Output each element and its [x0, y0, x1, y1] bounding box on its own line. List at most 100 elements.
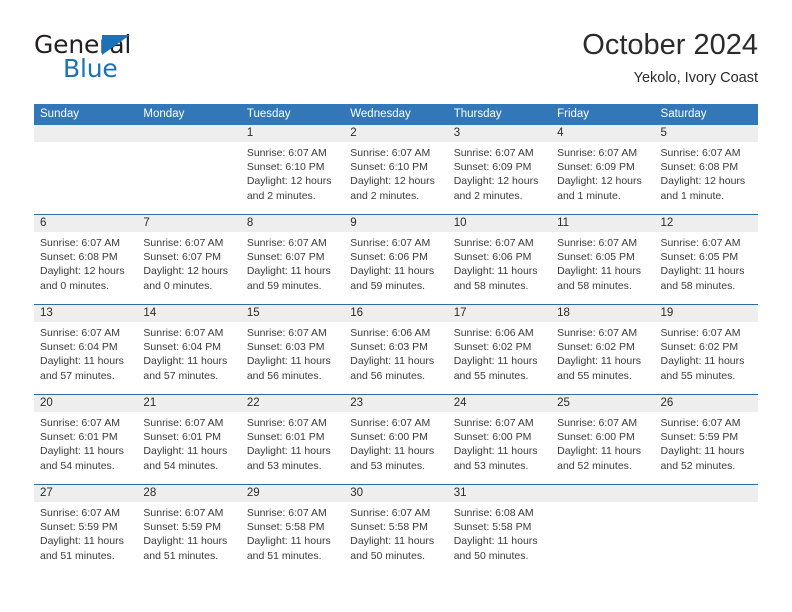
day-number: 4: [551, 125, 655, 142]
daylight-text: Daylight: 11 hours and 58 minutes.: [557, 265, 641, 292]
sunset-text: Sunset: 6:02 PM: [557, 341, 635, 354]
day-cell[interactable]: 29 Sunrise: 6:07 AM Sunset: 5:58 PM Dayl…: [240, 485, 345, 574]
day-number: 31: [447, 485, 552, 502]
sunrise-text: Sunrise: 6:07 AM: [350, 507, 431, 519]
sunrise-text: Sunrise: 6:07 AM: [40, 417, 120, 429]
day-cell[interactable]: 27 Sunrise: 6:07 AM Sunset: 5:59 PM Dayl…: [34, 485, 138, 574]
day-number: 8: [240, 215, 345, 232]
sunrise-text: Sunrise: 6:07 AM: [660, 147, 741, 159]
logo-text-blue: Blue: [63, 54, 118, 83]
day-cell[interactable]: 24 Sunrise: 6:07 AM Sunset: 6:00 PM Dayl…: [447, 395, 552, 484]
day-cell[interactable]: 10 Sunrise: 6:07 AM Sunset: 6:06 PM Dayl…: [447, 215, 552, 304]
weekday-header-tuesday: Tuesday: [246, 108, 291, 120]
weekday-header-saturday: Saturday: [660, 108, 707, 120]
day-cell[interactable]: 16 Sunrise: 6:06 AM Sunset: 6:03 PM Dayl…: [344, 305, 448, 394]
day-cell[interactable]: 22 Sunrise: 6:07 AM Sunset: 6:01 PM Dayl…: [240, 395, 345, 484]
weekday-header-monday: Monday: [143, 108, 185, 120]
day-cell[interactable]: 26 Sunrise: 6:07 AM Sunset: 5:59 PM Dayl…: [654, 395, 758, 484]
day-cell[interactable]: 18 Sunrise: 6:07 AM Sunset: 6:02 PM Dayl…: [551, 305, 655, 394]
day-cell[interactable]: 31 Sunrise: 6:08 AM Sunset: 5:58 PM Dayl…: [447, 485, 552, 574]
day-number: 27: [34, 485, 138, 502]
daylight-text: Daylight: 11 hours and 50 minutes.: [350, 535, 435, 562]
day-details: Sunrise: 6:07 AM Sunset: 6:06 PM Dayligh…: [344, 232, 447, 293]
sunrise-text: Sunrise: 6:07 AM: [350, 237, 431, 249]
day-cell[interactable]: 13 Sunrise: 6:07 AM Sunset: 6:04 PM Dayl…: [34, 305, 138, 394]
day-details: Sunrise: 6:07 AM Sunset: 6:06 PM Dayligh…: [448, 232, 551, 293]
day-cell[interactable]: 11 Sunrise: 6:07 AM Sunset: 6:05 PM Dayl…: [551, 215, 655, 304]
day-cell[interactable]: [137, 125, 241, 214]
day-number: 30: [344, 485, 448, 502]
day-cell[interactable]: 7 Sunrise: 6:07 AM Sunset: 6:07 PM Dayli…: [137, 215, 241, 304]
day-cell[interactable]: 9 Sunrise: 6:07 AM Sunset: 6:06 PM Dayli…: [344, 215, 448, 304]
day-cell[interactable]: 21 Sunrise: 6:07 AM Sunset: 6:01 PM Dayl…: [137, 395, 241, 484]
day-details: Sunrise: 6:07 AM Sunset: 6:02 PM Dayligh…: [655, 322, 758, 383]
day-details: Sunrise: 6:07 AM Sunset: 6:03 PM Dayligh…: [241, 322, 344, 383]
day-cell[interactable]: 5 Sunrise: 6:07 AM Sunset: 6:08 PM Dayli…: [654, 125, 758, 214]
daylight-text: Daylight: 12 hours and 2 minutes.: [453, 175, 539, 202]
calendar-grid: Sunday Monday Tuesday Wednesday Thursday…: [34, 104, 758, 574]
sunrise-text: Sunrise: 6:07 AM: [40, 327, 120, 339]
day-cell[interactable]: 30 Sunrise: 6:07 AM Sunset: 5:58 PM Dayl…: [344, 485, 448, 574]
day-cell[interactable]: 19 Sunrise: 6:07 AM Sunset: 6:02 PM Dayl…: [654, 305, 758, 394]
day-number: 16: [344, 305, 448, 322]
day-number: 25: [551, 395, 655, 412]
sunset-text: Sunset: 6:09 PM: [453, 161, 532, 174]
sunset-text: Sunset: 6:10 PM: [350, 161, 428, 174]
day-number: [551, 485, 655, 502]
day-cell[interactable]: [551, 485, 655, 574]
day-cell[interactable]: 23 Sunrise: 6:07 AM Sunset: 6:00 PM Dayl…: [344, 395, 448, 484]
day-cell[interactable]: 12 Sunrise: 6:07 AM Sunset: 6:05 PM Dayl…: [654, 215, 758, 304]
day-number: [34, 125, 138, 142]
weekday-header-sunday: Sunday: [40, 108, 80, 120]
day-cell[interactable]: [34, 125, 138, 214]
day-number: 20: [34, 395, 138, 412]
day-cell[interactable]: 8 Sunrise: 6:07 AM Sunset: 6:07 PM Dayli…: [240, 215, 345, 304]
day-number: 22: [240, 395, 345, 412]
day-cell[interactable]: 28 Sunrise: 6:07 AM Sunset: 5:59 PM Dayl…: [137, 485, 241, 574]
sunset-text: Sunset: 6:07 PM: [143, 251, 222, 264]
day-cell[interactable]: 1 Sunrise: 6:07 AM Sunset: 6:10 PM Dayli…: [240, 125, 345, 214]
sunset-text: Sunset: 6:04 PM: [143, 341, 222, 354]
sunset-text: Sunset: 6:03 PM: [246, 341, 325, 354]
daylight-text: Daylight: 11 hours and 55 minutes.: [453, 355, 538, 382]
day-cell[interactable]: [654, 485, 758, 574]
day-details: Sunrise: 6:07 AM Sunset: 6:04 PM Dayligh…: [137, 322, 240, 383]
daylight-text: Daylight: 11 hours and 53 minutes.: [350, 445, 435, 472]
sunset-text: Sunset: 6:00 PM: [557, 431, 635, 444]
day-number: 18: [551, 305, 655, 322]
daylight-text: Daylight: 11 hours and 54 minutes.: [143, 445, 228, 472]
day-cell[interactable]: 15 Sunrise: 6:07 AM Sunset: 6:03 PM Dayl…: [240, 305, 345, 394]
calendar-week-row: 27 Sunrise: 6:07 AM Sunset: 5:59 PM Dayl…: [34, 484, 758, 574]
weekday-header-friday: Friday: [557, 108, 590, 120]
day-details: [34, 142, 137, 146]
sunset-text: Sunset: 6:06 PM: [350, 251, 428, 264]
day-number: 6: [34, 215, 138, 232]
day-number: 24: [447, 395, 552, 412]
day-number: 17: [447, 305, 552, 322]
day-cell[interactable]: 14 Sunrise: 6:07 AM Sunset: 6:04 PM Dayl…: [137, 305, 241, 394]
day-details: Sunrise: 6:07 AM Sunset: 6:02 PM Dayligh…: [551, 322, 654, 383]
day-cell[interactable]: 17 Sunrise: 6:06 AM Sunset: 6:02 PM Dayl…: [447, 305, 552, 394]
logo-triangle-icon: [102, 35, 130, 55]
sunrise-text: Sunrise: 6:07 AM: [143, 237, 224, 249]
sunrise-text: Sunrise: 6:07 AM: [660, 237, 741, 249]
day-details: Sunrise: 6:06 AM Sunset: 6:02 PM Dayligh…: [448, 322, 551, 383]
day-cell[interactable]: 25 Sunrise: 6:07 AM Sunset: 6:00 PM Dayl…: [551, 395, 655, 484]
general-blue-logo[interactable]: General Blue: [34, 30, 254, 92]
day-number: [137, 125, 241, 142]
sunset-text: Sunset: 6:04 PM: [40, 341, 118, 354]
day-details: Sunrise: 6:07 AM Sunset: 6:05 PM Dayligh…: [655, 232, 758, 293]
sunset-text: Sunset: 5:59 PM: [143, 521, 222, 534]
sunset-text: Sunset: 6:03 PM: [350, 341, 428, 354]
sunset-text: Sunset: 5:59 PM: [660, 431, 739, 444]
day-number: 28: [137, 485, 241, 502]
day-cell[interactable]: 4 Sunrise: 6:07 AM Sunset: 6:09 PM Dayli…: [551, 125, 655, 214]
daylight-text: Daylight: 11 hours and 52 minutes.: [557, 445, 641, 472]
day-details: Sunrise: 6:07 AM Sunset: 6:00 PM Dayligh…: [551, 412, 654, 473]
sunrise-text: Sunrise: 6:07 AM: [143, 327, 224, 339]
day-cell[interactable]: 2 Sunrise: 6:07 AM Sunset: 6:10 PM Dayli…: [344, 125, 448, 214]
day-cell[interactable]: 6 Sunrise: 6:07 AM Sunset: 6:08 PM Dayli…: [34, 215, 138, 304]
day-cell[interactable]: 20 Sunrise: 6:07 AM Sunset: 6:01 PM Dayl…: [34, 395, 138, 484]
sunrise-text: Sunrise: 6:08 AM: [453, 507, 534, 519]
day-cell[interactable]: 3 Sunrise: 6:07 AM Sunset: 6:09 PM Dayli…: [447, 125, 552, 214]
